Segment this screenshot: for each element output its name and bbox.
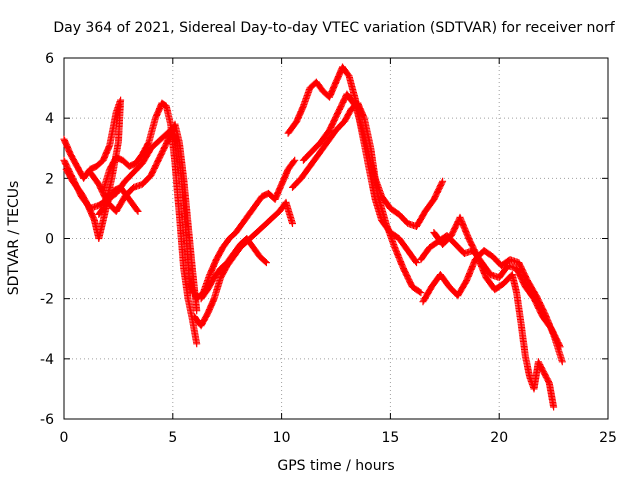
axes: 0 5 10 15 20 25 -6 -4 -2 0 2 4 6 [40,51,617,446]
series-track-10 [289,99,425,297]
x-tick-label: 25 [599,430,617,446]
x-tick-label: 5 [168,430,177,446]
y-axis-label: SDTVAR / TECUs [6,181,22,296]
series-track-8 [197,235,270,303]
series-marks [197,235,270,303]
y-tick-label: 6 [45,51,54,67]
series-marks [186,156,299,303]
series-marks [419,247,566,366]
y-tick-label: -2 [40,292,54,308]
chart-title: Day 364 of 2021, Sidereal Day-to-day VTE… [53,20,615,36]
series-marks [430,213,558,411]
x-tick-label: 0 [60,430,69,446]
series-track-12 [417,232,564,351]
series-track-11 [299,90,447,230]
data-marks [60,63,566,411]
series-track-5 [86,120,201,315]
series-marks [284,63,420,267]
series-track-6 [186,156,299,303]
series-track-13 [419,247,566,366]
y-tick-label: -4 [40,352,54,368]
y-tick-label: 0 [45,232,54,248]
series-track-9 [284,63,420,267]
x-tick-label: 20 [490,430,508,446]
x-tick-label: 15 [381,430,399,446]
series-track-14 [430,213,558,411]
x-axis-label: GPS time / hours [277,458,394,474]
x-tick-label: 10 [273,430,291,446]
y-tick-label: -6 [40,412,54,428]
series-marks [86,120,201,315]
series-marks [299,90,447,230]
series-marks [289,99,425,297]
series-marks [417,232,564,351]
y-tick-label: 4 [45,111,54,127]
y-tick-label: 2 [45,171,54,187]
